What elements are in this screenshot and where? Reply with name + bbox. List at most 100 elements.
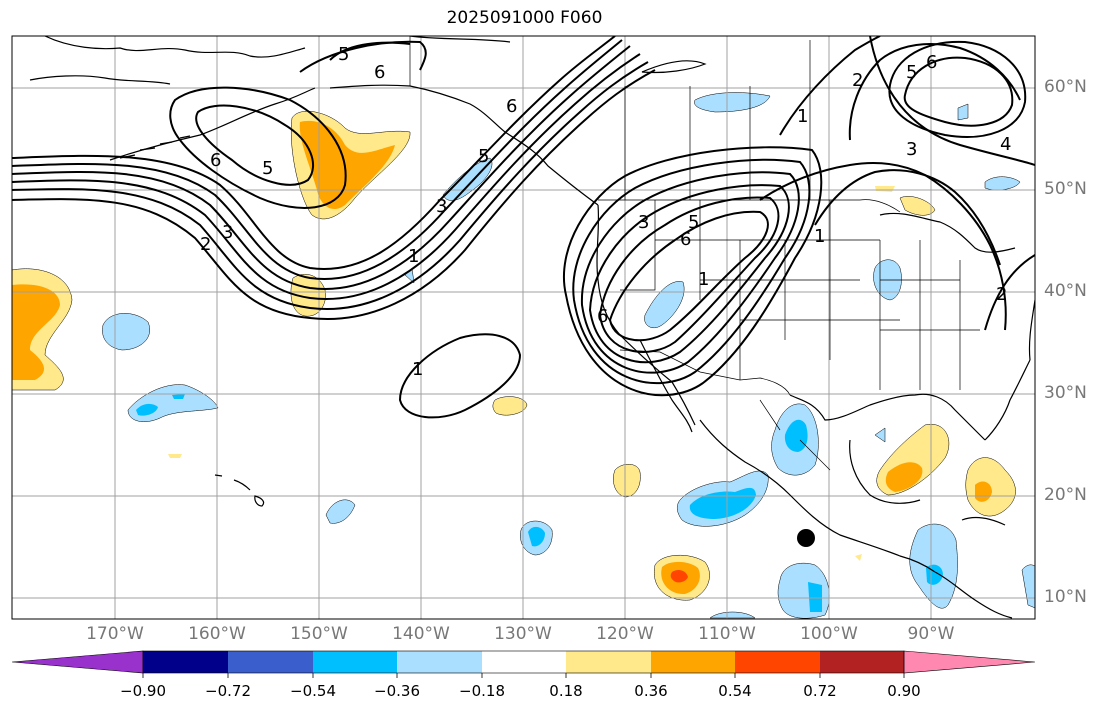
contour-alaska-low-1 [195, 104, 314, 186]
lat-label: 60°N [1044, 77, 1087, 97]
coast-bering [29, 75, 171, 85]
contour-label: 5 [906, 62, 917, 83]
colorbar-tick-label: 0.36 [634, 682, 668, 700]
coast-mexico-west [699, 419, 936, 573]
negative-anomaly-pacific-southwest [127, 384, 219, 422]
contour-trough-2 [598, 196, 780, 353]
contour-alaska-low-2 [169, 86, 347, 209]
negative-anomaly-labrador [957, 103, 969, 121]
lon-label: 130°W [494, 624, 552, 644]
gridlines [12, 36, 1035, 619]
negative-anomaly-tropical-east-core [808, 582, 822, 612]
negative-anomaly-atlantic [984, 176, 1021, 191]
contour-east-5 [903, 56, 1014, 127]
border-us-states-3 [880, 240, 980, 390]
negative-anomaly-mexico-core [784, 419, 808, 452]
contour-label-group: 5 6 6 5 2 3 1 3 5 6 1 1 2 5 6 3 4 1 2 6 … [200, 44, 1011, 380]
contour-label: 6 [926, 52, 937, 73]
colorbar-segment [651, 651, 735, 673]
lat-label: 40°N [1044, 281, 1087, 301]
coast-yucatan [849, 439, 921, 504]
coast-cuba [961, 516, 1006, 526]
contour-label: 2 [852, 70, 863, 91]
colorbar-segment [566, 651, 651, 673]
negative-anomaly-pacific-small [325, 499, 356, 524]
contour-label: 3 [906, 139, 917, 160]
negative-anomaly-caribbean-east [1021, 564, 1035, 609]
colorbar-tick-label: 0.72 [803, 682, 837, 700]
height-contours [12, 36, 1035, 419]
negative-anomaly-hudson [694, 92, 771, 113]
contour-east-7 [869, 36, 1035, 166]
negative-anomaly-pacific-10n-core [528, 526, 545, 547]
coast-hawaii-3 [254, 495, 265, 507]
contour-label: 3 [638, 212, 649, 233]
contour-label: 5 [688, 212, 699, 233]
negative-anomaly-southwest-us [644, 281, 685, 329]
colorbar-segment [143, 651, 228, 673]
colorbar-tick-label: −0.90 [120, 682, 166, 700]
contour-trough-1 [608, 210, 769, 342]
contour-jet-3 [12, 45, 631, 290]
border-us-states-1 [620, 200, 786, 380]
contour-east-8 [984, 254, 1035, 331]
lon-label: 110°W [698, 624, 756, 644]
lon-label: 160°W [188, 624, 246, 644]
colorbar-segment [735, 651, 820, 673]
lat-label: 50°N [1044, 179, 1087, 199]
contour-label: 1 [814, 226, 825, 247]
colorbar-segment [820, 651, 904, 673]
positive-anomaly-tropical-core [670, 569, 688, 583]
border-us-canada [598, 199, 901, 213]
positive-anomaly-small-1 [492, 396, 528, 416]
political-borders [409, 36, 980, 471]
colorbar-tick-label: −0.54 [290, 682, 336, 700]
coast-great-lakes [879, 212, 1016, 253]
contour-label: 5 [338, 44, 349, 65]
negative-anomaly-pacific-southwest-core [136, 403, 158, 416]
coast-canada-north [409, 36, 511, 43]
negative-anomaly-bottom [709, 611, 756, 619]
contour-jet-4 [12, 53, 641, 300]
contour-label: 6 [506, 96, 517, 117]
border-us-states-2 [655, 200, 900, 390]
positive-anomaly-gulf-of-mexico-core [885, 462, 923, 492]
colorbar-ticks [142, 673, 905, 678]
lat-label: 10°N [1044, 587, 1087, 607]
lon-label: 90°W [907, 624, 955, 644]
contour-trough-6 [563, 146, 823, 397]
map-title: 2025091000 F060 [446, 8, 603, 28]
colorbar-frame [142, 650, 905, 674]
colorbar-segment [313, 651, 397, 673]
contour-alaska-low-3 [329, 41, 411, 61]
border-mexico-states [759, 399, 831, 471]
contour-alaska-low-4 [299, 40, 427, 73]
positive-anomaly-great-lakes [899, 196, 936, 216]
lon-label: 100°W [800, 624, 858, 644]
positive-anomaly-small-2 [613, 464, 641, 498]
coast-hawaii-1 [214, 474, 223, 477]
coast-hudson-bay [641, 60, 707, 74]
lon-label: 150°W [290, 624, 348, 644]
colorbar-tick-label: 0.18 [549, 682, 583, 700]
colorbar-tick-label: 0.90 [887, 682, 921, 700]
contour-label: 3 [436, 196, 447, 217]
positive-anomaly-gulf-of-alaska-core [299, 120, 395, 210]
contour-jet-2 [12, 39, 623, 280]
positive-anomaly-small-3 [875, 186, 895, 192]
contour-label: 5 [262, 158, 273, 179]
contour-east-6 [888, 40, 1027, 138]
lat-label: 20°N [1044, 485, 1087, 505]
contour-label: 6 [210, 150, 221, 171]
colorbar-tick-label: −0.18 [459, 682, 505, 700]
colorbar-extend-low [11, 650, 144, 674]
contour-east-1 [779, 36, 881, 136]
contour-jet-6 [12, 69, 656, 320]
positive-anomaly-small-4 [168, 454, 182, 458]
contour-label: 6 [680, 229, 691, 250]
positive-anomaly-small-5 [855, 554, 862, 561]
border-canada-provinces [624, 40, 811, 200]
contour-east-3 [814, 169, 1001, 266]
lon-label: 140°W [392, 624, 450, 644]
